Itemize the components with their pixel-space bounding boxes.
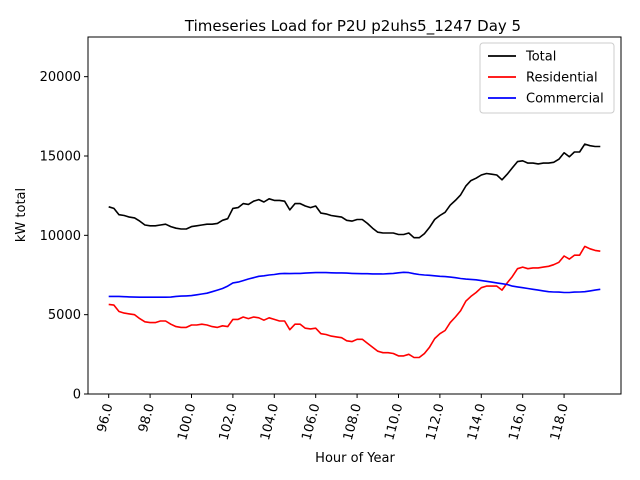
y-tick-label: 10000	[40, 229, 81, 244]
y-tick-label: 5000	[48, 308, 81, 323]
x-tick-label: 96.0	[95, 402, 117, 434]
y-tick-label: 20000	[40, 70, 81, 85]
x-tick-label: 114.0	[465, 402, 489, 442]
x-tick-label: 112.0	[424, 402, 448, 442]
x-tick-label: 110.0	[382, 402, 406, 442]
series-line-commercial	[108, 271, 601, 299]
x-tick-label: 106.0	[299, 402, 323, 442]
plot-area	[108, 143, 601, 359]
series-line-total	[108, 143, 601, 239]
chart-title: Timeseries Load for P2U p2uhs5_1247 Day …	[184, 17, 521, 36]
legend-label-commercial: Commercial	[526, 92, 604, 107]
y-axis-title: kW total	[14, 188, 29, 242]
x-tick-label: 98.0	[136, 402, 158, 434]
x-tick-label: 108.0	[341, 402, 365, 442]
y-tick-label: 15000	[40, 150, 81, 165]
x-axis-title: Hour of Year	[315, 451, 395, 466]
legend: Total Residential Commercial	[479, 42, 615, 114]
y-tick-label: 0	[73, 388, 81, 403]
y-axis: 0 5000 10000 15000 20000	[40, 70, 88, 403]
x-tick-label: 118.0	[548, 402, 572, 442]
plot-frame	[87, 36, 622, 395]
x-tick-label: 102.0	[217, 402, 241, 442]
x-tick-label: 116.0	[506, 402, 530, 442]
legend-label-residential: Residential	[526, 71, 598, 86]
legend-label-total: Total	[525, 50, 556, 65]
series-line-residential	[108, 245, 601, 359]
x-tick-label: 100.0	[175, 402, 199, 442]
legend-box	[479, 42, 615, 114]
x-tick-label: 104.0	[258, 402, 282, 442]
x-axis: 96.0 98.0 100.0 102.0 104.0 106.0 108.0 110.0 11…	[95, 394, 572, 442]
